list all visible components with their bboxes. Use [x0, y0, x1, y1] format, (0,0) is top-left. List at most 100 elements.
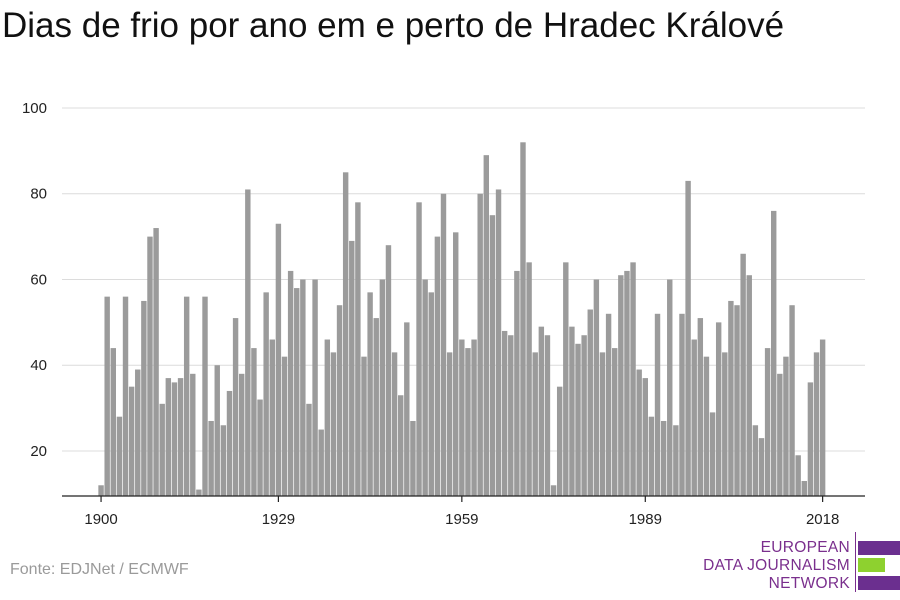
bar-1962 [477, 193, 483, 496]
x-tick-label-1900: 1900 [84, 511, 117, 528]
bar-1961 [471, 339, 477, 496]
bar-1943 [361, 356, 367, 496]
bar-1959 [459, 339, 465, 496]
bar-1909 [153, 228, 159, 497]
bar-1921 [226, 390, 233, 496]
bar-2002 [722, 352, 728, 496]
bar-1973 [544, 335, 551, 496]
logo-line-2: DATA JOURNALISM [703, 557, 850, 574]
bar-1978 [575, 343, 581, 496]
logo-bar-purple-bottom [858, 576, 900, 590]
logo-bar-green [858, 558, 885, 572]
bar-1919 [214, 365, 220, 496]
bar-2004 [734, 305, 740, 496]
bar-1940 [342, 172, 349, 496]
x-tick-label-1929: 1929 [262, 511, 295, 528]
bar-1995 [679, 313, 685, 496]
bar-2013 [789, 305, 795, 496]
bar-1910 [159, 403, 165, 496]
logo-bar-purple-top [858, 541, 900, 555]
bar-1949 [397, 395, 404, 496]
bar-2006 [746, 275, 752, 496]
bar-1990 [648, 416, 655, 496]
bar-1938 [330, 352, 337, 496]
bar-1927 [263, 292, 269, 496]
bar-1926 [257, 399, 263, 496]
logo-line-3: NETWORK [768, 575, 850, 592]
bar-1979 [581, 335, 587, 496]
edjnet-logo: EUROPEAN DATA JOURNALISM NETWORK [700, 532, 900, 594]
bar-1922 [232, 318, 239, 496]
bar-1984 [612, 348, 618, 496]
bar-1967 [508, 335, 514, 496]
bar-2007 [752, 425, 759, 496]
bar-1933 [300, 279, 306, 496]
bar-1956 [440, 193, 447, 496]
bar-1925 [251, 348, 257, 496]
bar-1929 [275, 223, 282, 497]
bar-1975 [556, 386, 563, 496]
bar-1991 [654, 313, 661, 496]
bar-1983 [605, 313, 612, 496]
bar-1942 [355, 202, 361, 496]
bar-1957 [446, 352, 453, 496]
bar-1915 [190, 373, 196, 496]
bar-1946 [379, 279, 386, 496]
bar-1906 [135, 369, 141, 496]
bar-1980 [587, 309, 593, 496]
bar-1901 [104, 296, 110, 496]
chart-title: Dias de frio por ano em e perto de Hrade… [2, 6, 785, 45]
bar-1997 [691, 339, 697, 496]
bar-1923 [238, 373, 245, 496]
x-tick-label-2018: 2018 [806, 511, 839, 528]
bar-1977 [569, 326, 575, 496]
bar-1985 [618, 275, 624, 496]
bar-2015 [801, 480, 807, 496]
bar-2010 [771, 210, 777, 497]
bar-1936 [318, 429, 324, 496]
bar-1935 [312, 279, 318, 496]
bar-1920 [220, 425, 227, 496]
bar-1972 [538, 326, 545, 496]
bar-1952 [416, 202, 422, 496]
bar-1992 [660, 420, 667, 496]
bar-1905 [128, 386, 135, 496]
bar-2016 [807, 382, 814, 496]
source-credit: Fonte: EDJNet / ECMWF [10, 561, 189, 578]
bar-1918 [208, 420, 214, 496]
bar-1958 [453, 232, 459, 497]
y-tick-label-20: 20 [30, 443, 47, 460]
bar-1948 [391, 352, 398, 496]
bar-2000 [709, 412, 716, 496]
bar-1964 [489, 215, 496, 497]
bar-2012 [783, 356, 789, 496]
bar-1993 [667, 279, 673, 496]
bar-1900 [98, 485, 104, 496]
bar-1970 [526, 262, 532, 496]
bar-1960 [465, 348, 471, 496]
y-tick-label-80: 80 [30, 186, 47, 203]
x-tick-label-1959: 1959 [445, 511, 478, 528]
bar-2005 [740, 253, 746, 496]
bar-2001 [715, 322, 722, 496]
bar-1912 [171, 382, 178, 496]
bar-1974 [550, 485, 557, 496]
bar-1994 [673, 425, 679, 496]
bar-1930 [281, 356, 288, 496]
bar-1939 [336, 305, 343, 496]
bar-1968 [514, 270, 520, 496]
bar-2003 [728, 300, 734, 496]
bar-1989 [642, 378, 648, 496]
bar-1976 [563, 262, 569, 496]
bar-1903 [116, 416, 123, 496]
bar-1937 [324, 339, 331, 496]
bar-1981 [593, 279, 600, 496]
bar-1953 [422, 279, 428, 496]
logo-divider [855, 532, 856, 592]
bar-1904 [122, 296, 129, 496]
bar-1987 [630, 262, 636, 496]
bar-1999 [703, 356, 710, 496]
bar-1982 [599, 352, 606, 496]
bar-2008 [758, 438, 765, 496]
